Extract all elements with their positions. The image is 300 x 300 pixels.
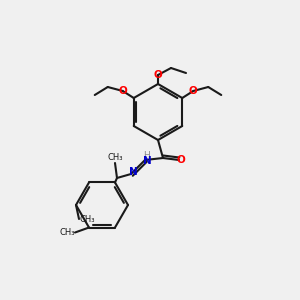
Text: O: O	[189, 86, 198, 96]
Text: N: N	[142, 156, 152, 166]
Text: H: H	[142, 152, 149, 160]
Text: O: O	[118, 86, 127, 96]
Text: CH₃: CH₃	[79, 214, 95, 224]
Text: O: O	[177, 155, 185, 165]
Text: CH₃: CH₃	[107, 152, 123, 161]
Text: O: O	[154, 70, 162, 80]
Text: CH₃: CH₃	[59, 228, 75, 237]
Text: N: N	[129, 167, 137, 177]
